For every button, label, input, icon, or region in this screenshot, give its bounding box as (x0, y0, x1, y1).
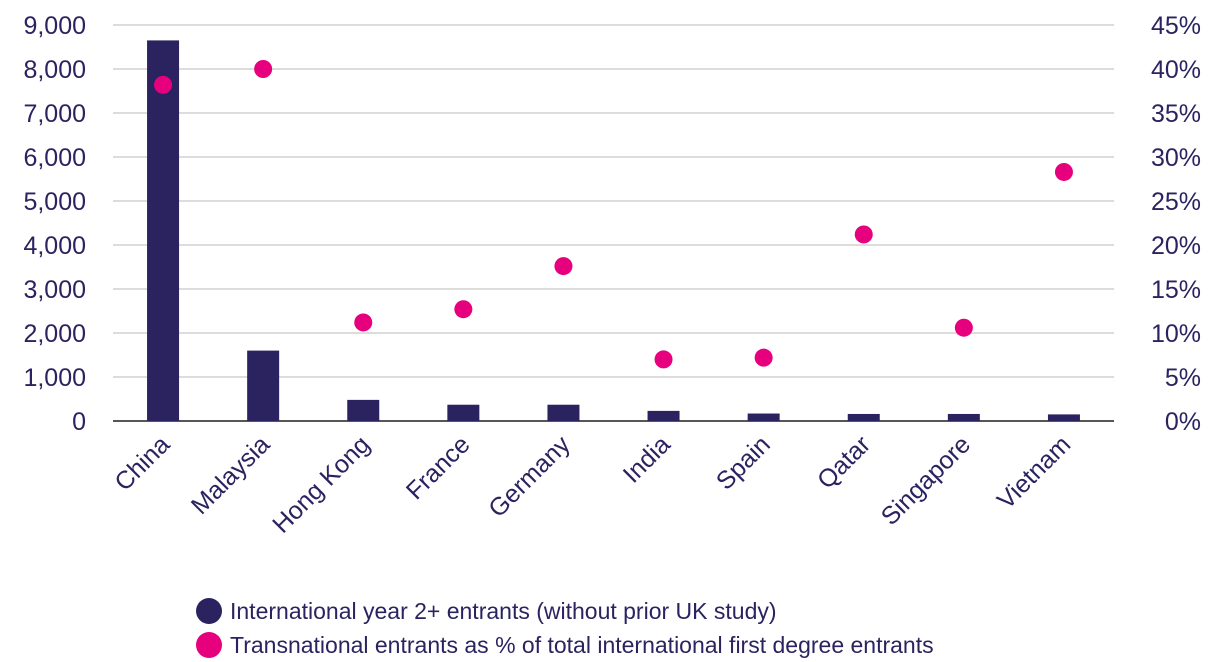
right-axis-ticks: 0% 5% 10% 15% 20% 25% 30% 35% 40% 45% (1151, 12, 1201, 436)
category-label: China (109, 430, 175, 496)
point-germany (554, 257, 573, 276)
category-label: Malaysia (186, 430, 276, 520)
y-right-tick-label: 0% (1165, 408, 1201, 436)
category-label: India (618, 430, 676, 488)
y-right-tick-label: 10% (1151, 320, 1201, 348)
y-left-tick-label: 7,000 (23, 100, 86, 128)
bar-china (147, 40, 180, 422)
chart: 0 1,000 2,000 3,000 4,000 5,000 6,000 7,000 8,00… (23, 12, 1201, 539)
left-axis-ticks: 0 1,000 2,000 3,000 4,000 5,000 6,000 7,000 8,00… (23, 12, 86, 436)
point-vietnam (1054, 162, 1073, 181)
y-left-tick-label: 5,000 (23, 188, 86, 216)
bar-india (647, 410, 680, 421)
y-right-tick-label: 45% (1151, 12, 1201, 40)
point-series (154, 60, 1073, 369)
y-right-tick-label: 40% (1151, 56, 1201, 84)
y-right-tick-label: 35% (1151, 100, 1201, 128)
category-label: Germany (483, 430, 576, 523)
category-label: Singapore (876, 430, 976, 530)
gridlines (113, 24, 1114, 422)
category-label: Hong Kong (267, 430, 375, 538)
bar-germany (547, 404, 580, 421)
legend-swatch-points (196, 632, 222, 658)
bar-series (147, 40, 1080, 422)
point-india (654, 350, 673, 369)
point-malaysia (254, 60, 273, 78)
legend-swatch-bars (196, 598, 222, 624)
legend-item-points: Transnational entrants as % of total int… (196, 628, 934, 662)
point-spain (754, 348, 773, 367)
point-qatar (854, 225, 873, 244)
bar-qatar (847, 413, 880, 421)
legend-item-bars: International year 2+ entrants (without … (196, 594, 934, 628)
y-right-tick-label: 15% (1151, 276, 1201, 304)
legend: International year 2+ entrants (without … (196, 594, 934, 662)
legend-label-points: Transnational entrants as % of total int… (230, 631, 934, 658)
y-left-tick-label: 3,000 (23, 276, 86, 304)
y-right-tick-label: 20% (1151, 232, 1201, 260)
y-left-tick-label: 0 (72, 408, 86, 436)
bar-spain (747, 413, 780, 421)
y-left-tick-label: 6,000 (23, 144, 86, 172)
y-right-tick-label: 25% (1151, 188, 1201, 216)
bar-hong-kong (347, 399, 380, 421)
bar-malaysia (247, 350, 280, 421)
bar-france (447, 404, 480, 421)
y-left-tick-label: 9,000 (23, 12, 86, 40)
point-france (454, 300, 473, 319)
category-label: France (401, 430, 476, 505)
bar-vietnam (1047, 414, 1080, 421)
y-left-tick-label: 1,000 (23, 364, 86, 392)
point-china (154, 75, 173, 94)
y-left-tick-label: 4,000 (23, 232, 86, 260)
category-label: Spain (711, 430, 776, 495)
category-label: Vietnam (992, 430, 1076, 514)
bar-singapore (947, 413, 980, 421)
point-singapore (954, 318, 973, 337)
y-left-tick-label: 2,000 (23, 320, 86, 348)
point-hong-kong (354, 313, 373, 332)
y-right-tick-label: 30% (1151, 144, 1201, 172)
y-right-tick-label: 5% (1165, 364, 1201, 392)
category-label: Qatar (812, 430, 876, 494)
y-left-tick-label: 8,000 (23, 56, 86, 84)
legend-label-bars: International year 2+ entrants (without … (230, 597, 777, 624)
